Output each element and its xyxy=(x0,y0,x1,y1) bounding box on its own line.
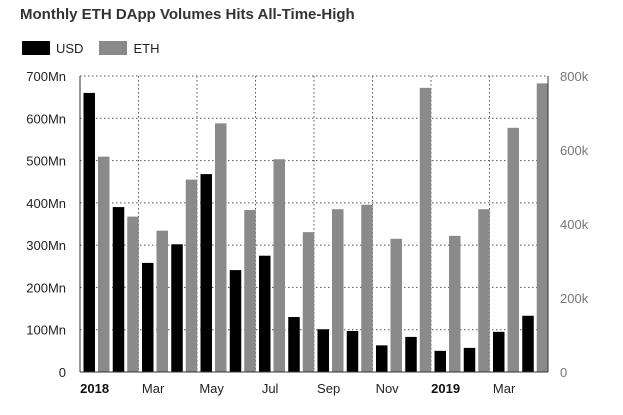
bar-eth xyxy=(536,83,549,373)
bar-usd xyxy=(346,330,359,372)
bar-eth xyxy=(332,209,344,372)
x-tick-label: Sep xyxy=(317,381,340,396)
bar-eth xyxy=(127,216,139,372)
bar-usd xyxy=(83,92,95,373)
y-left-tick-label: 100Mn xyxy=(26,323,66,338)
bar-usd xyxy=(463,347,476,372)
x-tick-label: May xyxy=(199,381,224,396)
bar-eth xyxy=(449,235,461,372)
y-left-tick-label: 0 xyxy=(59,365,66,380)
chart-title: Monthly ETH DApp Volumes Hits All-Time-H… xyxy=(20,6,355,23)
x-tick-label: 2019 xyxy=(431,381,460,396)
bar-usd xyxy=(112,207,125,372)
bar-usd xyxy=(229,270,242,372)
legend-swatch-eth xyxy=(99,41,128,55)
bar-usd xyxy=(142,262,154,372)
bar-eth xyxy=(156,230,168,372)
bar-eth xyxy=(361,204,373,372)
bar-eth xyxy=(185,179,198,372)
legend: USD ETH xyxy=(22,40,175,56)
bar-usd xyxy=(317,329,329,372)
x-tick-label: 2018 xyxy=(80,381,109,396)
bar-usd xyxy=(434,350,446,372)
bar-eth xyxy=(390,238,402,372)
bar-eth xyxy=(507,127,519,372)
y-left-tick-label: 500Mn xyxy=(26,154,66,169)
legend-item-usd: USD xyxy=(22,41,83,56)
bar-eth xyxy=(244,209,256,372)
y-right-tick-label: 600k xyxy=(560,143,589,158)
x-tick-label: Mar xyxy=(142,381,165,396)
y-right-tick-label: 0 xyxy=(560,365,567,380)
y-left-tick-label: 300Mn xyxy=(26,238,66,253)
y-right-tick-label: 200k xyxy=(560,291,589,306)
legend-swatch-usd xyxy=(22,41,50,55)
bar-usd xyxy=(288,317,300,372)
bar-usd xyxy=(200,174,212,372)
bar-usd xyxy=(171,244,183,372)
y-left-tick-label: 700Mn xyxy=(26,69,66,84)
bar-usd xyxy=(493,331,505,372)
y-left-tick-label: 600Mn xyxy=(26,111,66,126)
bar-eth xyxy=(98,156,110,372)
bar-usd xyxy=(405,336,417,372)
y-left-tick-label: 200Mn xyxy=(26,280,66,295)
legend-label-usd: USD xyxy=(56,40,84,56)
bar-usd xyxy=(376,345,388,372)
x-tick-label: Nov xyxy=(376,381,400,396)
bar-eth xyxy=(273,159,285,372)
bar-eth xyxy=(215,123,227,372)
y-left-tick-label: 400Mn xyxy=(26,196,66,211)
bar-usd xyxy=(259,255,271,372)
legend-label-eth: ETH xyxy=(133,40,160,56)
x-tick-label: Mar xyxy=(493,381,516,396)
y-right-tick-label: 800k xyxy=(560,69,589,84)
x-tick-label: Jul xyxy=(262,381,279,396)
y-right-tick-label: 400k xyxy=(560,217,589,232)
bar-usd xyxy=(522,315,534,372)
bar-eth xyxy=(302,232,315,372)
bar-eth xyxy=(478,209,490,372)
legend-item-eth: ETH xyxy=(99,41,159,56)
bar-eth xyxy=(419,87,432,372)
